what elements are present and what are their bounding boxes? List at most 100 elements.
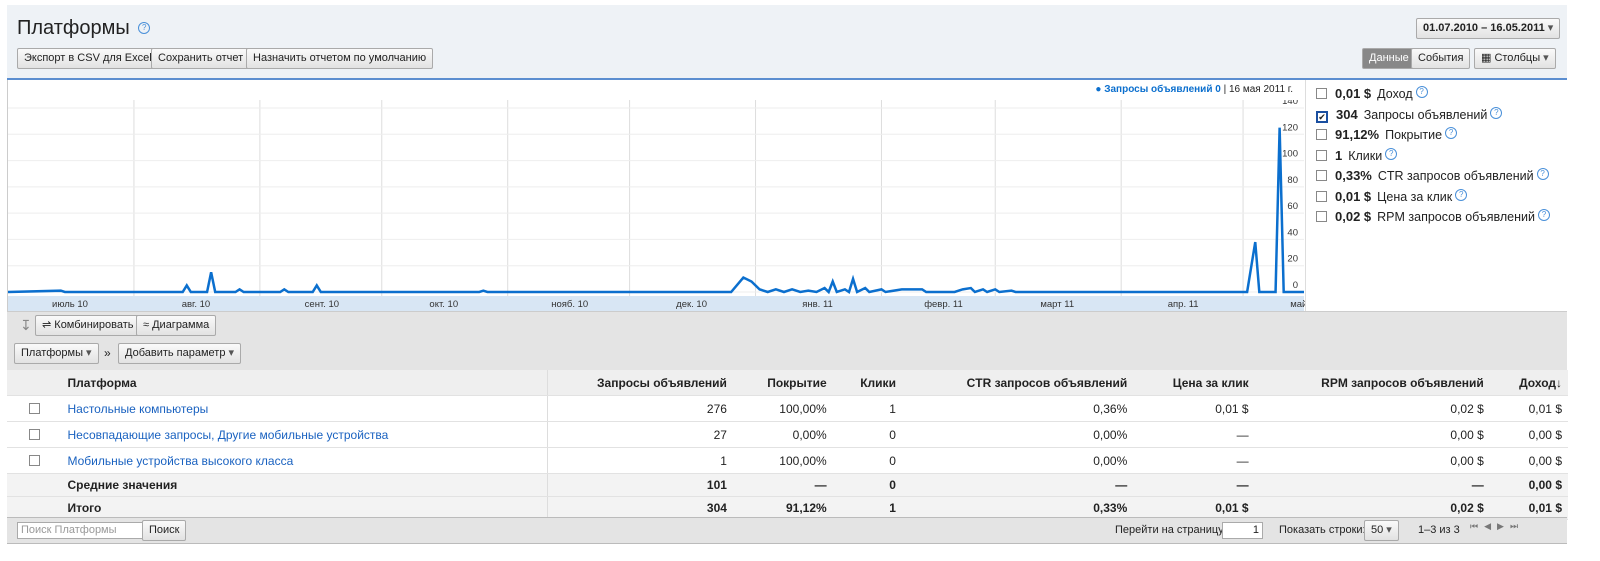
cell: 1 [832,496,902,520]
header-cell[interactable]: Цена за клик [1133,370,1255,396]
metric-label: Клики [1348,148,1383,163]
page-title: Платформы ? [17,17,151,40]
metric-label: RPM запросов объявлений [1377,210,1535,224]
metric-label: CTR запросов объявлений [1377,169,1534,183]
metric-checkbox[interactable] [1316,129,1327,140]
collapse-icon[interactable]: ↧ [20,317,32,333]
help-icon: ? [1537,209,1550,221]
cell: — [1133,447,1255,474]
summary-row: Итого 304 91,12% 1 0,33% 0,01 $0,02 $0,01 $ [7,496,1568,520]
y-tick-label: 100 [1282,149,1298,160]
help-icon: ? [1490,106,1503,119]
rows-label: Показать строки: [1279,524,1366,536]
header-cell[interactable]: Платформа [61,370,548,396]
name-cell[interactable]: Настольные компьютеры [61,395,548,422]
help-icon[interactable]: ? [138,22,151,34]
help-icon: ? [1536,168,1549,180]
x-tick-label: нояб. 10 [551,299,588,310]
cell: 0,00% [732,421,833,448]
cell: 0,00 $ [1489,421,1568,448]
table-footer [7,517,1567,544]
name-cell[interactable]: Несовпадающие запросы, Другие мобильные … [61,421,548,448]
columns-button[interactable]: ▦ Столбцы [1474,48,1556,69]
export-button[interactable]: Экспорт в CSV для Excel [17,48,159,69]
default-button[interactable]: Назначить отчетом по умолчанию [246,48,434,69]
series-line [8,127,1304,295]
row-checkbox[interactable] [28,402,40,414]
cell: 0,36% [901,395,1134,422]
y-tick-label: 20 [1287,254,1298,265]
header-cell[interactable]: Клики [832,370,902,396]
chart: июль 10 авг. 10 сент. 10 окт. 10 нояб. 10 дек… [8,100,1305,311]
y-tick-label: 0 [1293,280,1298,291]
cell: 0,01 $ [1133,395,1255,422]
data-row: Несовпадающие запросы, Другие мобильные … [7,421,1568,448]
cell: 0,00% [901,447,1134,474]
page-input[interactable]: 1 [1222,522,1263,539]
metric: 0,01 $ Доход? [1316,86,1428,101]
chart-button[interactable]: ≈ Диаграмма [136,315,217,336]
columns-text: Столбцы [1494,52,1541,64]
save-button[interactable]: Сохранить отчет [151,48,251,69]
metric-value: 304 [1336,106,1358,122]
combine-text: Комбинировать [54,319,134,331]
cell: 27 [547,421,733,448]
x-tick-label: июль 10 [52,299,88,310]
x-tick-label: февр. 11 [924,299,963,310]
header-cell[interactable]: Запросы объявлений [547,370,733,396]
x-tick-label: апр. 11 [1168,299,1199,310]
metric-checkbox[interactable] [1316,88,1327,99]
search-button[interactable]: Поиск [142,520,187,541]
data-row: Мобильные устройства высокого класса 1 100… [7,447,1568,474]
metric-label: Доход [1377,87,1413,101]
separator: » [104,346,111,360]
metric: ✔ 304 Запросы объявлений? [1316,106,1503,123]
cell: 0 [832,421,902,448]
cell: 1 [832,395,902,422]
row-checkbox[interactable] [28,454,40,466]
metric-checkbox[interactable] [1316,170,1327,181]
cell: 0,00 $ [1489,473,1568,497]
metric-checkbox[interactable] [1316,190,1327,202]
x-tick-label: янв. 11 [802,299,833,310]
header-cell [7,370,62,396]
data-tab[interactable]: Данные [1362,48,1416,69]
cell: — [1133,421,1255,448]
cell: 0 [832,473,902,497]
metric: 91,12% Покрытие? [1316,127,1458,142]
header-row: Платформа Запросы объявлений Покрытие Клики… [7,370,1568,396]
metric: 0,33% CTR запросов объявлений? [1316,168,1549,183]
select-cell [7,395,62,422]
search-input[interactable]: Поиск Платформы [17,522,144,539]
combine-button[interactable]: ⇌ Комбинировать [35,315,141,336]
name-cell: Итого [61,496,548,520]
header-cell[interactable]: Покрытие [732,370,833,396]
name-cell[interactable]: Мобильные устройства высокого класса [61,447,548,474]
pager-buttons[interactable]: ⏮◀▶⏭ [1470,521,1525,531]
metric-checkbox[interactable] [1316,149,1327,161]
row-checkbox[interactable] [28,428,40,440]
y-tick-label: 140 [1282,100,1298,107]
cell: 0,01 $ [1489,395,1568,422]
x-tick-label: март 11 [1040,299,1074,310]
events-tab[interactable]: События [1411,48,1471,69]
cell: — [1254,473,1490,497]
dimension-select[interactable]: Платформы [14,343,99,364]
metric-value: 0,02 $ [1335,209,1372,224]
metrics-panel: 0,01 $ Доход? ✔ 304 Запросы объявлений? 91,12… [1305,80,1568,311]
y-tick-label: 120 [1282,122,1298,133]
cell: — [901,473,1134,497]
header-cell[interactable]: CTR запросов объявлений [901,370,1134,396]
rows-select[interactable]: 50 [1364,520,1399,541]
x-tick-label: дек. 10 [676,299,707,310]
add-dimension[interactable]: Добавить параметр [118,343,242,364]
y-tick-label: 80 [1287,175,1298,186]
header-cell[interactable]: RPM запросов объявлений [1254,370,1490,396]
metric-checkbox[interactable] [1316,211,1327,222]
header-cell[interactable]: Доход↓ [1489,370,1568,396]
metric-checkbox[interactable]: ✔ [1316,110,1328,123]
x-tick-label: авг. 10 [182,299,210,310]
cell: 0,02 $ [1254,496,1490,520]
date-range[interactable]: 01.07.2010 – 16.05.2011 [1416,18,1561,39]
y-tick-label: 60 [1287,201,1298,212]
